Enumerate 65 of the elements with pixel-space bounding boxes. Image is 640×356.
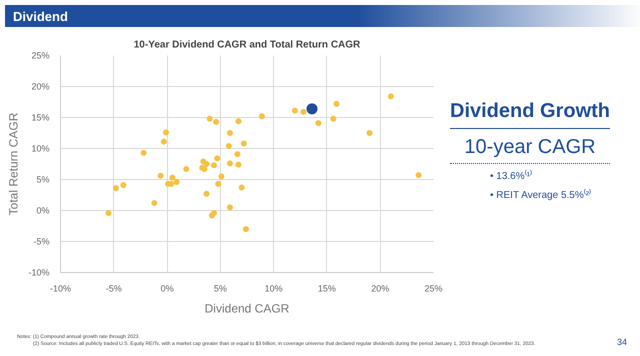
point [306, 103, 318, 114]
point [120, 182, 126, 188]
point [315, 120, 322, 126]
point [215, 180, 222, 187]
text: 34 [616, 336, 627, 349]
point [330, 116, 336, 122]
point [204, 161, 210, 167]
y-tick-label: 5% [36, 174, 50, 184]
point [292, 108, 298, 114]
x-tick-label: -5% [106, 284, 122, 294]
point [218, 173, 224, 180]
x-tick-label: 20% [371, 284, 390, 294]
point [204, 190, 210, 197]
point [388, 93, 394, 100]
point [210, 210, 217, 216]
point [226, 160, 233, 166]
point [206, 116, 213, 122]
x-tick-label: 25% [424, 284, 443, 294]
point [226, 204, 233, 210]
point [140, 150, 147, 156]
point [240, 140, 247, 147]
point [226, 130, 233, 136]
x-tick-label: -10% [50, 284, 72, 294]
x-tick-label: 0% [160, 284, 174, 294]
text: 10-year CAGR [450, 132, 610, 164]
point [235, 162, 242, 168]
point [226, 143, 232, 150]
point [158, 172, 164, 179]
point [210, 162, 217, 168]
y-tick-label: -10% [28, 268, 50, 278]
y-tick-label: 10% [31, 144, 50, 154]
x-tick-label: 15% [318, 284, 336, 294]
point [242, 226, 249, 232]
point [160, 138, 167, 145]
point [416, 172, 422, 178]
text: • 13.6%⁽¹⁾ [490, 170, 533, 184]
point [169, 174, 176, 181]
x-tick-label: 10% [264, 284, 283, 294]
point [174, 178, 180, 185]
point [258, 113, 265, 120]
y-tick-label: 0% [36, 206, 50, 216]
text: Dividend [13, 8, 68, 26]
y-tick-label: 25% [31, 50, 50, 60]
point [238, 184, 245, 191]
y-axis-title: Total Return CAGR [6, 112, 20, 216]
point [112, 185, 119, 192]
y-tick-label: 15% [31, 112, 50, 122]
y-tick-label: -5% [33, 236, 50, 246]
y-tick-label: 20% [31, 82, 50, 92]
text: • REIT Average 5.5%⁽²⁾ [490, 189, 592, 204]
point [334, 100, 340, 107]
x-tick-label: 5% [214, 284, 227, 294]
text: Dividend Growth [450, 97, 610, 129]
point [105, 210, 112, 216]
point [151, 200, 158, 206]
point [366, 130, 373, 136]
point [300, 108, 306, 115]
point [214, 155, 220, 162]
point [183, 166, 190, 172]
point [213, 118, 220, 125]
point [163, 129, 170, 136]
point [235, 118, 242, 124]
point [234, 151, 240, 158]
chart-title: 10-Year Dividend CAGR and Total Return CAGR [134, 40, 362, 50]
x-axis-title: Dividend CAGR [204, 302, 290, 316]
